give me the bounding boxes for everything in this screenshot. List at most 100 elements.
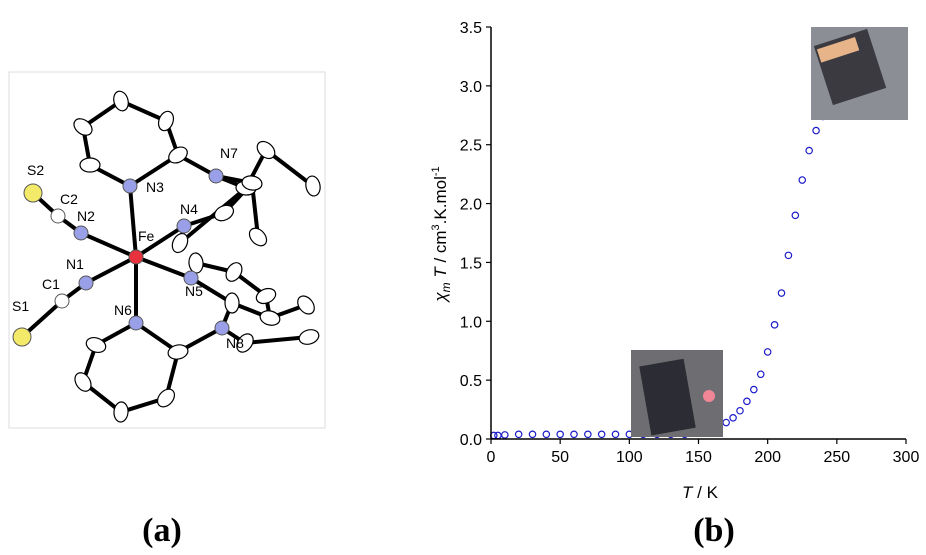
data-point xyxy=(722,418,730,427)
y-tick-label: 1.0 xyxy=(460,314,482,331)
atom-n4 xyxy=(176,218,192,234)
crystal-dark-body xyxy=(639,358,696,436)
data-point xyxy=(763,348,772,356)
carbon-atom xyxy=(73,118,93,136)
y-tick-label: 0.0 xyxy=(460,432,482,449)
atom-label-n2: N2 xyxy=(77,208,95,224)
data-point xyxy=(798,176,807,184)
panel-label-b: (b) xyxy=(693,512,735,549)
atom-s1 xyxy=(12,327,32,347)
carbon-atom xyxy=(188,252,204,274)
carbon-atom xyxy=(157,110,175,132)
y-tick-label: 3.5 xyxy=(460,20,482,37)
data-point xyxy=(777,289,786,297)
data-point xyxy=(729,414,737,422)
carbon-atom xyxy=(259,310,281,326)
atom-label-n3: N3 xyxy=(146,179,164,195)
data-point xyxy=(784,251,793,260)
crystal-glint xyxy=(703,390,715,402)
x-tick-label: 300 xyxy=(893,449,920,466)
x-ticks: 0 50 100 150 200 250 300 xyxy=(487,439,920,466)
atom-label-n7: N7 xyxy=(220,145,238,161)
heteroatoms: Fe N1 N2 N3 N4 N5 N6 N7 N8 C1 C2 S1 S2 xyxy=(12,145,244,351)
data-point xyxy=(542,430,551,439)
data-point xyxy=(750,385,758,394)
carbon-atom xyxy=(113,401,129,423)
data-point xyxy=(597,430,606,439)
carbon-atom xyxy=(213,204,235,222)
atom-label-c1: C1 xyxy=(42,276,60,292)
carbon-atom xyxy=(168,146,188,164)
y-tick-label: 0.5 xyxy=(460,373,482,390)
atom-label-n8: N8 xyxy=(226,335,244,351)
data-point xyxy=(501,431,509,439)
atom-c2 xyxy=(50,208,66,224)
x-tick-label: 100 xyxy=(616,449,643,466)
atom-fe xyxy=(128,249,144,265)
data-point xyxy=(514,430,523,439)
atom-n3 xyxy=(122,178,138,194)
carbon-atom xyxy=(167,344,189,360)
atom-label-n6: N6 xyxy=(114,302,132,318)
data-point xyxy=(756,370,765,379)
bond xyxy=(128,184,138,259)
carbon-atom xyxy=(241,175,263,191)
atom-n8 xyxy=(214,320,230,336)
y-tick-label: 2.0 xyxy=(460,197,482,214)
carbon-atom xyxy=(297,295,315,315)
data-point xyxy=(611,430,620,439)
bond xyxy=(79,231,138,259)
x-tick-label: 250 xyxy=(823,449,850,466)
atom-c1 xyxy=(54,293,70,309)
molecular-structure-panel: Fe N1 N2 N3 N4 N5 N6 N7 N8 C1 C2 S1 S2 xyxy=(8,71,326,429)
y-tick-label: 1.5 xyxy=(460,255,482,272)
carbon-atom xyxy=(156,388,176,408)
data-point xyxy=(812,126,820,135)
bond xyxy=(134,255,193,280)
carbon-atom xyxy=(225,262,243,282)
crystal-highlight xyxy=(816,36,860,63)
atom-label-n5: N5 xyxy=(185,283,203,299)
carbon-atom xyxy=(113,90,129,112)
carbon-atom xyxy=(236,333,254,353)
data-point xyxy=(805,146,813,155)
atom-n2 xyxy=(73,225,89,241)
atom-label-n1: N1 xyxy=(66,256,84,272)
carbon-atom xyxy=(256,140,276,160)
carbon-atoms xyxy=(73,90,321,423)
data-point xyxy=(528,430,537,439)
data-point xyxy=(791,211,800,220)
chi-t-vs-temperature-chart: 0 50 100 150 200 250 300 0.0 0.5 1.0 1.5 2.0 2.5 3.0… xyxy=(430,20,919,502)
atom-n6 xyxy=(128,315,144,331)
y-axis-title: χm T / cm3.K.mol-1 xyxy=(430,166,453,303)
bond xyxy=(134,224,186,259)
x-tick-label: 50 xyxy=(551,449,569,466)
y-ticks: 0.0 0.5 1.0 1.5 2.0 2.5 3.0 3.5 xyxy=(460,20,491,449)
atom-label-fe: Fe xyxy=(138,228,155,244)
data-point xyxy=(556,430,564,439)
y-tick-label: 2.5 xyxy=(460,138,482,155)
carbon-atom xyxy=(85,336,107,354)
data-point xyxy=(743,397,751,406)
panel-label-a: (a) xyxy=(142,512,182,549)
carbon-atom xyxy=(79,157,101,173)
x-axis-title: T / K xyxy=(682,483,719,502)
atom-label-n4: N4 xyxy=(180,201,198,217)
x-tick-label: 200 xyxy=(754,449,781,466)
carbon-atom xyxy=(305,175,321,197)
carbon-atom xyxy=(255,287,277,305)
data-point xyxy=(584,430,592,439)
data-point xyxy=(736,406,744,415)
atom-label-s1: S1 xyxy=(12,298,29,314)
data-point xyxy=(494,431,502,440)
x-tick-label: 0 xyxy=(487,449,496,466)
carbon-atom xyxy=(171,232,189,254)
atom-label-c2: C2 xyxy=(60,191,78,207)
data-point xyxy=(570,430,578,439)
atom-n1 xyxy=(78,275,94,291)
structure-frame xyxy=(8,71,326,429)
carbon-atom xyxy=(224,292,240,314)
atom-n5 xyxy=(183,270,199,286)
bond xyxy=(243,335,311,345)
